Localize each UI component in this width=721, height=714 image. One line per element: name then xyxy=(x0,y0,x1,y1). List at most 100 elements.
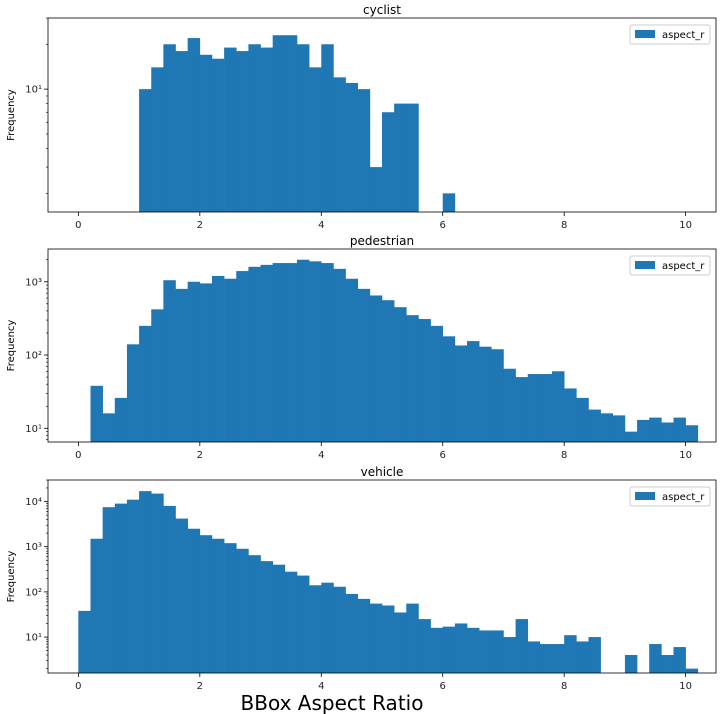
x-tick-label: 6 xyxy=(440,450,446,461)
y-tick-label: 10¹ xyxy=(25,633,42,644)
histogram-bar xyxy=(624,655,638,673)
histogram-bar xyxy=(187,281,201,442)
histogram-bar xyxy=(624,431,638,442)
legend-box xyxy=(629,486,711,507)
histogram-bar xyxy=(211,275,225,442)
histogram-bar xyxy=(248,555,261,673)
y-tick-label: 10¹ xyxy=(25,424,42,435)
histogram-bar xyxy=(661,422,674,442)
histogram-bar xyxy=(382,112,395,212)
histogram-bar xyxy=(467,341,480,442)
histogram-bar xyxy=(224,47,237,212)
histogram-bar xyxy=(102,507,116,673)
histogram-bar xyxy=(576,641,589,673)
histogram-bar xyxy=(284,35,298,213)
histogram-bar xyxy=(564,388,577,442)
y-tick-label: 10⁴ xyxy=(25,497,42,508)
histogram-bar xyxy=(114,503,128,673)
x-tick-label: 10 xyxy=(679,220,692,231)
histogram-bar xyxy=(442,626,456,673)
histogram-bar xyxy=(139,325,152,442)
histogram-bar xyxy=(479,630,492,673)
histogram-bar xyxy=(309,585,322,673)
histogram-bar xyxy=(139,491,152,673)
histogram-bar xyxy=(163,505,176,673)
histogram-bar xyxy=(649,644,662,673)
y-tick-label: 10¹ xyxy=(25,85,42,96)
histogram-bar xyxy=(224,278,237,442)
histogram-bar xyxy=(685,668,699,673)
histogram-bar xyxy=(199,54,213,212)
histogram-bar xyxy=(527,641,541,673)
histogram-bar xyxy=(272,35,286,213)
histogram-bar xyxy=(236,271,249,442)
histogram-bar xyxy=(382,300,395,442)
histogram-bar xyxy=(139,89,152,212)
histogram-bar xyxy=(296,575,310,673)
histogram-bar xyxy=(309,67,322,212)
histogram-bar xyxy=(333,586,346,673)
legend-label: aspect_r xyxy=(662,492,705,503)
histogram-bar xyxy=(90,538,103,673)
histogram-bar xyxy=(114,397,128,442)
axes-frame xyxy=(47,248,717,443)
histogram-bar xyxy=(224,543,237,673)
histogram-bar xyxy=(394,103,407,212)
x-tick-label: 10 xyxy=(679,681,692,692)
histogram-bar xyxy=(187,528,201,673)
histogram-bar xyxy=(661,655,674,673)
histogram-bar xyxy=(345,278,359,442)
histogram-bar xyxy=(296,259,310,442)
histogram-bar xyxy=(564,635,577,673)
histogram-bar xyxy=(673,647,686,673)
histogram-bar xyxy=(406,103,419,212)
histogram-bar xyxy=(296,44,310,213)
histogram-bar xyxy=(175,51,188,212)
histogram-bar xyxy=(102,413,116,442)
x-tick-label: 6 xyxy=(440,220,446,231)
histogram-bar xyxy=(685,425,699,442)
histogram-bar xyxy=(673,417,686,442)
legend-label: aspect_r xyxy=(662,261,705,272)
subplot-title: vehicle xyxy=(361,465,404,479)
histogram-bar xyxy=(126,344,140,442)
legend-box xyxy=(629,24,711,45)
subplot-cyclist: 0 2 4 6 8 10 10¹ cyclist Frequency aspect_r xyxy=(6,3,717,231)
histogram-bar xyxy=(600,413,614,442)
histogram-bar xyxy=(345,82,359,212)
x-tick-label: 2 xyxy=(197,450,203,461)
histogram-bar xyxy=(284,263,298,442)
histogram-bar xyxy=(187,38,201,213)
histogram-bar xyxy=(163,280,176,442)
histogram-bar xyxy=(321,44,334,213)
histogram-bar xyxy=(163,44,176,213)
histogram-bar xyxy=(284,571,298,673)
histogram-bar xyxy=(430,627,444,673)
subplot-vehicle: 0 2 4 6 8 10 10¹ 10² 10³ 10⁴ vehicle Frequency aspec… xyxy=(6,465,717,692)
histogram-bar xyxy=(588,409,601,442)
x-tick-label: 8 xyxy=(561,220,567,231)
histogram-bar xyxy=(649,417,662,442)
subplot-title: cyclist xyxy=(363,3,401,17)
histogram-bar xyxy=(515,377,529,442)
y-axis-label: Frequency xyxy=(6,89,17,141)
x-tick-label: 8 xyxy=(561,681,567,692)
histogram-bar xyxy=(345,593,359,673)
legend-swatch xyxy=(635,492,655,500)
histogram-bar xyxy=(527,374,541,442)
histogram-bar xyxy=(491,630,504,673)
histogram-bar xyxy=(248,44,261,213)
histogram-bar xyxy=(199,283,213,442)
axes-frame xyxy=(47,17,717,213)
histogram-bar xyxy=(78,610,91,673)
histogram-bar xyxy=(369,295,383,442)
y-tick-label: 10² xyxy=(25,587,42,598)
x-tick-label: 0 xyxy=(75,681,81,692)
histogram-bar xyxy=(369,603,383,673)
y-tick-label: 10³ xyxy=(25,542,42,553)
histogram-bar xyxy=(406,315,419,442)
x-tick-label: 4 xyxy=(318,220,324,231)
x-tick-label: 2 xyxy=(197,220,203,231)
histogram-bar xyxy=(503,368,516,442)
